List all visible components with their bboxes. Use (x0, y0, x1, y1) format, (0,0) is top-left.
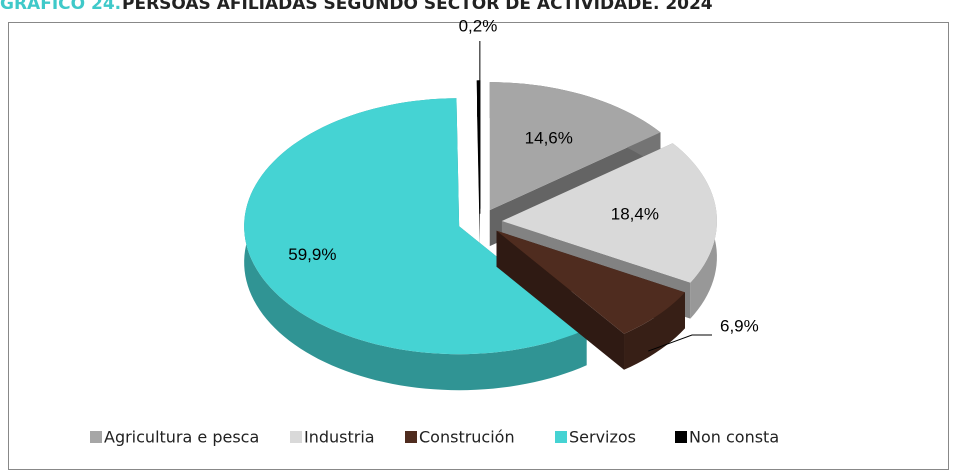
data-label: 6,9% (720, 316, 759, 335)
legend-swatch (290, 431, 302, 443)
legend-swatch (405, 431, 417, 443)
title-prefix: GRÁFICO 24. (0, 0, 121, 14)
legend-label: Industria (304, 428, 375, 447)
leader-line (648, 334, 712, 352)
chart-title: PERSOAS AFILIADAS SEGUNDO SECTOR DE ACTI… (122, 0, 713, 14)
slice-top (489, 82, 661, 211)
data-label: 59,9% (288, 245, 336, 264)
legend-swatch (90, 431, 102, 443)
legend-swatch (555, 431, 567, 443)
data-label: 0,2% (459, 17, 498, 36)
slice-top (496, 230, 685, 334)
slice-side (624, 292, 685, 370)
slice (496, 230, 685, 370)
legend-label: Non consta (689, 428, 779, 447)
legend-label: Servizos (569, 428, 636, 447)
slice-top (244, 98, 587, 355)
slice (244, 98, 587, 391)
data-label: 18,4% (611, 205, 659, 224)
data-label: 14,6% (525, 128, 573, 147)
legend-label: Construción (419, 428, 515, 447)
slice-side (496, 230, 625, 370)
chart-frame (8, 22, 949, 470)
legend-swatch (675, 431, 687, 443)
slice-top (501, 143, 717, 283)
legend-label: Agricultura e pesca (104, 428, 259, 447)
slice-side (244, 98, 587, 391)
